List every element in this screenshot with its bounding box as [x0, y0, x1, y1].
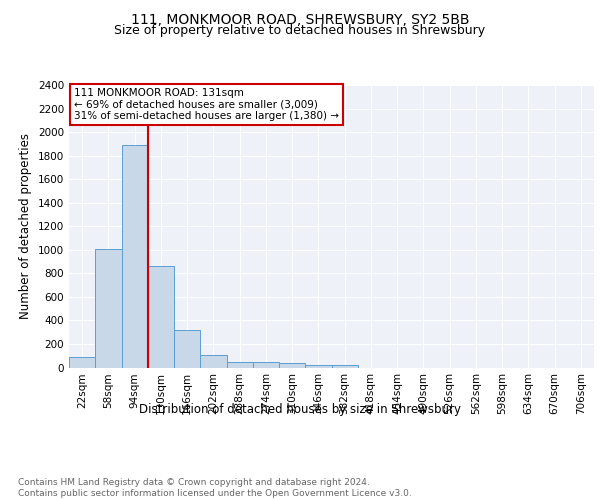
Text: 111, MONKMOOR ROAD, SHREWSBURY, SY2 5BB: 111, MONKMOOR ROAD, SHREWSBURY, SY2 5BB — [131, 12, 469, 26]
Text: Size of property relative to detached houses in Shrewsbury: Size of property relative to detached ho… — [115, 24, 485, 37]
Bar — [227, 362, 253, 368]
Text: Contains HM Land Registry data © Crown copyright and database right 2024.
Contai: Contains HM Land Registry data © Crown c… — [18, 478, 412, 498]
Bar — [253, 362, 279, 368]
Bar — [95, 248, 121, 368]
Bar — [148, 266, 174, 368]
Bar — [331, 365, 358, 368]
Y-axis label: Number of detached properties: Number of detached properties — [19, 133, 32, 320]
Bar — [121, 145, 148, 368]
Bar — [69, 357, 95, 368]
Bar — [174, 330, 200, 368]
Bar — [305, 365, 331, 368]
Bar — [279, 364, 305, 368]
Bar — [200, 354, 227, 368]
Text: Distribution of detached houses by size in Shrewsbury: Distribution of detached houses by size … — [139, 402, 461, 415]
Text: 111 MONKMOOR ROAD: 131sqm
← 69% of detached houses are smaller (3,009)
31% of se: 111 MONKMOOR ROAD: 131sqm ← 69% of detac… — [74, 88, 339, 121]
